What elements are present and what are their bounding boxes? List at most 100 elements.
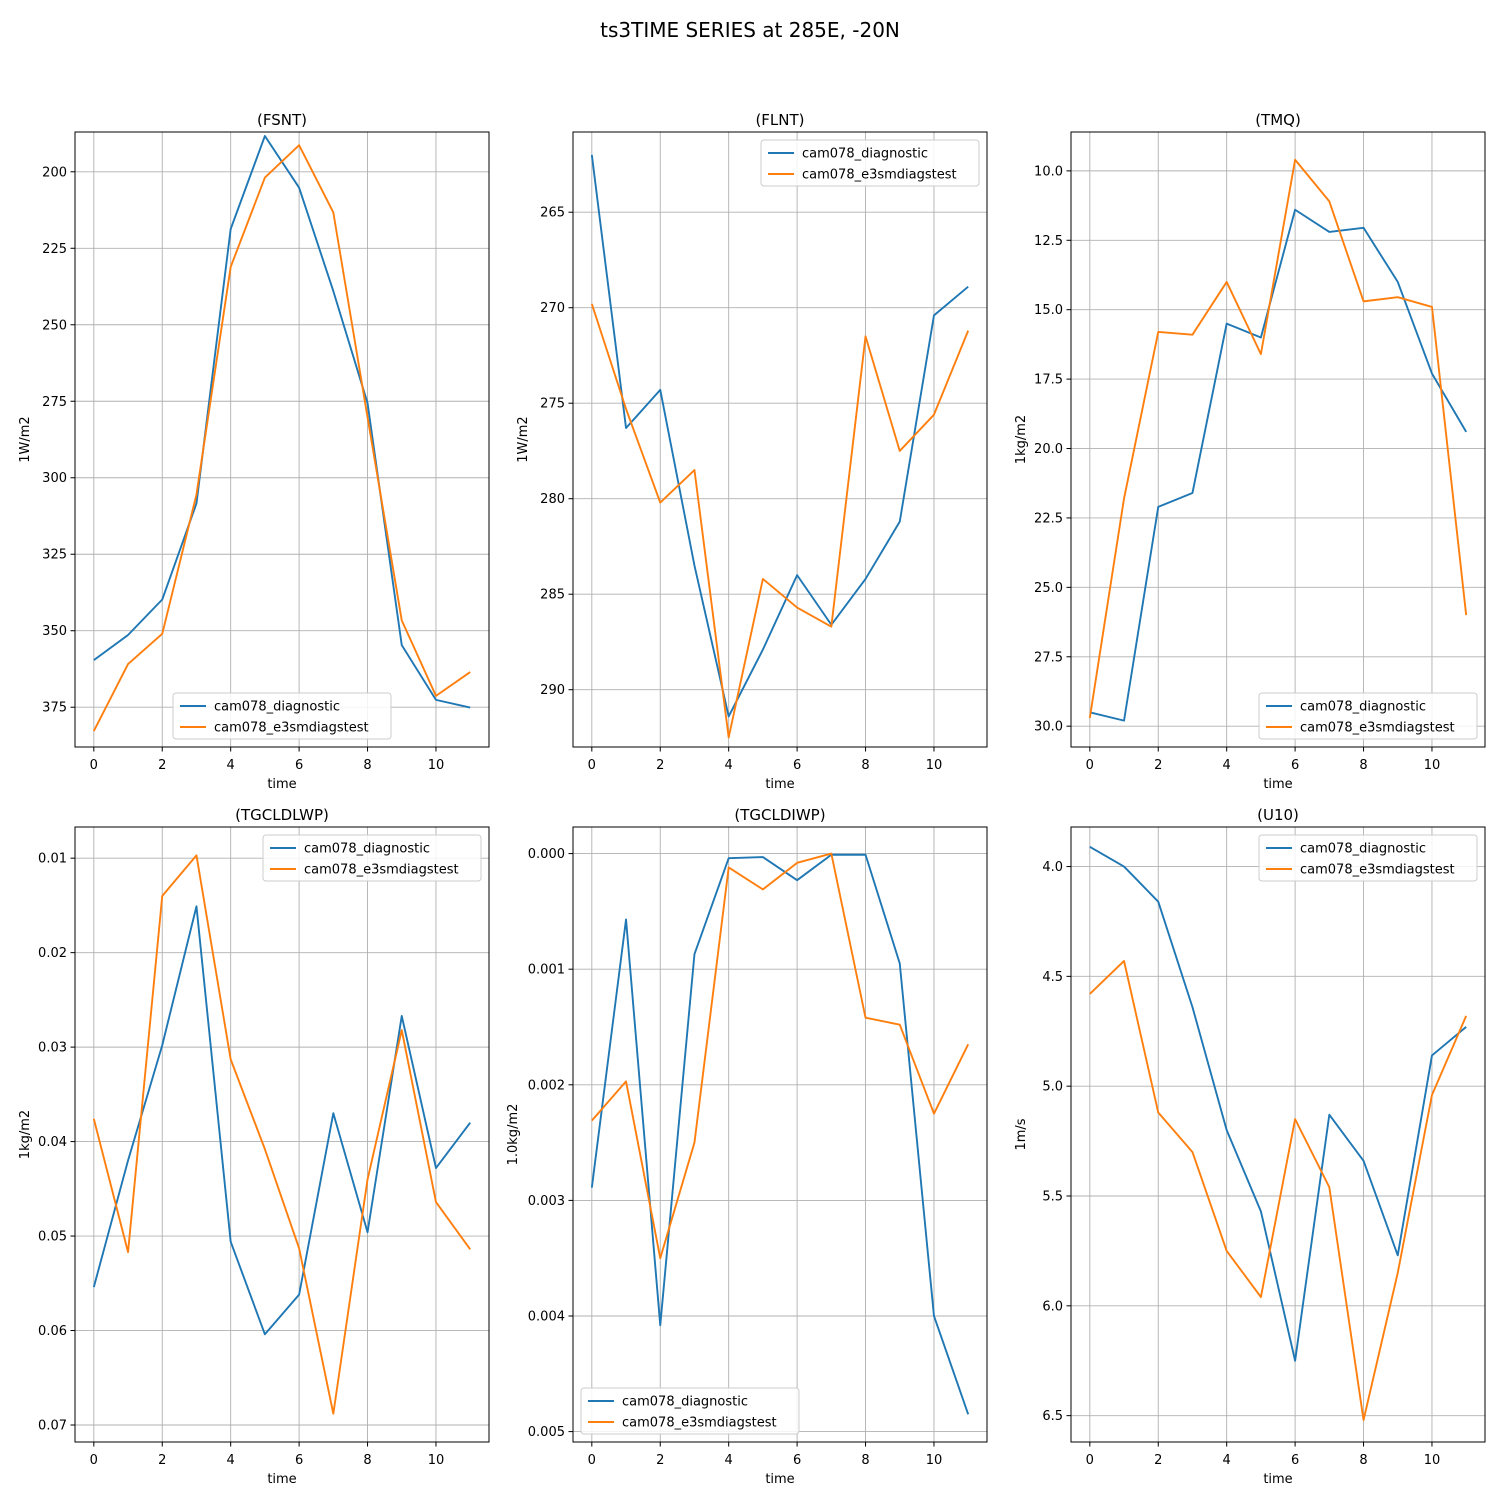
- x-tick-label: 6: [793, 1453, 801, 1468]
- y-tick-label: 200: [42, 165, 67, 180]
- x-tick-label: 8: [363, 758, 371, 773]
- y-tick-label: 270: [540, 301, 565, 316]
- x-axis-label: time: [1263, 777, 1292, 792]
- legend-label: cam078_e3smdiagstest: [1300, 721, 1455, 736]
- axes-frame: [74, 826, 490, 1443]
- axes-frame: [572, 826, 988, 1443]
- x-tick-label: 4: [227, 758, 235, 773]
- series-line-cam078_diagnostic: [92, 905, 471, 1336]
- legend-label: cam078_e3smdiagstest: [802, 168, 957, 183]
- series-line-cam078_e3smdiagstest: [92, 854, 471, 1415]
- y-tick-label: 250: [42, 318, 67, 333]
- y-tick-label: 280: [540, 492, 565, 507]
- series-line-cam078_diagnostic: [1089, 208, 1467, 722]
- x-tick-label: 4: [725, 1453, 733, 1468]
- x-tick-label: 4: [1223, 1453, 1231, 1468]
- y-axis-label: 1kg/m2: [18, 1110, 33, 1159]
- x-tick-label: 0: [90, 1453, 98, 1468]
- y-tick-label: 15.0: [1034, 303, 1063, 318]
- x-tick-label: 10: [428, 1453, 445, 1468]
- subplot-title: (FSNT): [257, 111, 307, 129]
- subplot-5: 0 2 4 6 8 10 0.000 0.001 0.002 0.003 0.004 0.005 (TG…: [506, 806, 988, 1487]
- x-tick-label: 8: [1359, 758, 1367, 773]
- y-tick-label: 0.001: [528, 963, 565, 978]
- legend-box: [1258, 692, 1478, 740]
- x-tick-label: 10: [926, 758, 943, 773]
- legend-label: cam078_e3smdiagstest: [622, 1416, 777, 1431]
- y-tick-label: 25.0: [1034, 581, 1063, 596]
- x-tick-label: 2: [158, 758, 166, 773]
- y-tick-label: 0.005: [528, 1425, 565, 1440]
- y-tick-label: 20.0: [1034, 442, 1063, 457]
- grid: [573, 132, 987, 747]
- axes-frame: [1070, 826, 1486, 1443]
- x-tick-label: 8: [363, 1453, 371, 1468]
- series-line-cam078_diagnostic: [1089, 845, 1467, 1362]
- x-tick-label: 2: [1154, 758, 1162, 773]
- series-line-cam078_diagnostic: [590, 853, 970, 1415]
- legend-label: cam078_diagnostic: [802, 147, 928, 162]
- subplot-6: 0 2 4 6 8 10 4.0 4.5 5.0 5.5 6.0 6.5 (U10) time 1m/s ca…: [1014, 806, 1486, 1487]
- figure-title: ts3TIME SERIES at 285E, -20N: [600, 18, 900, 42]
- x-tick-label: 6: [295, 1453, 303, 1468]
- y-tick-label: 12.5: [1034, 234, 1063, 249]
- x-tick-label: 8: [861, 758, 869, 773]
- y-tick-label: 4.5: [1042, 970, 1063, 985]
- legend-label: cam078_diagnostic: [1300, 842, 1426, 857]
- legend-label: cam078_diagnostic: [622, 1395, 748, 1410]
- y-tick-label: 0.04: [38, 1135, 67, 1150]
- y-tick-label: 300: [42, 471, 67, 486]
- y-axis-label: 1kg/m2: [1014, 415, 1029, 464]
- legend-label: cam078_e3smdiagstest: [1300, 863, 1455, 878]
- x-axis-label: time: [1263, 1472, 1292, 1487]
- subplot-1: 0 2 4 6 8 10 200 225 250 275 300 325 350 375 (FSNT) tim…: [18, 111, 490, 792]
- y-tick-label: 10.0: [1034, 164, 1063, 179]
- legend-label: cam078_e3smdiagstest: [214, 721, 369, 736]
- x-tick-label: 6: [1291, 1453, 1299, 1468]
- legend-box: [580, 1387, 800, 1435]
- y-tick-label: 375: [42, 701, 67, 716]
- grid: [1071, 132, 1485, 747]
- y-tick-label: 0.01: [38, 852, 67, 867]
- y-tick-label: 30.0: [1034, 720, 1063, 735]
- subplot-4: 0 2 4 6 8 10 0.01 0.02 0.03 0.04 0.05 0.06 0.07 (TGCL…: [18, 806, 490, 1487]
- x-tick-label: 0: [588, 1453, 596, 1468]
- series-line-cam078_e3smdiagstest: [1089, 960, 1468, 1421]
- y-axis-label: 1W/m2: [516, 416, 531, 462]
- axes-frame: [1070, 131, 1486, 748]
- legend-box: [172, 692, 392, 740]
- subplot-title: (TGCLDLWP): [235, 806, 329, 824]
- legend: cam078_diagnostic cam078_e3smdiagstest: [262, 834, 482, 882]
- legend: cam078_diagnostic cam078_e3smdiagstest: [1258, 834, 1478, 882]
- x-tick-label: 4: [1223, 758, 1231, 773]
- subplot-2: 0 2 4 6 8 10 265 270 275 280 285 290 (FLNT) time 1W/m2…: [516, 111, 988, 792]
- subplot-title: (TGCLDIWP): [734, 806, 825, 824]
- legend-label: cam078_e3smdiagstest: [304, 863, 459, 878]
- x-tick-label: 6: [793, 758, 801, 773]
- y-tick-label: 22.5: [1034, 511, 1063, 526]
- x-axis-label: time: [765, 777, 794, 792]
- y-tick-label: 225: [42, 242, 67, 257]
- legend-box: [760, 139, 980, 187]
- x-tick-label: 4: [227, 1453, 235, 1468]
- subplot-title: (U10): [1257, 806, 1299, 824]
- x-tick-label: 6: [1291, 758, 1299, 773]
- series-line-cam078_e3smdiagstest: [1088, 158, 1468, 718]
- x-tick-label: 10: [1424, 1453, 1441, 1468]
- x-tick-label: 2: [656, 1453, 664, 1468]
- y-tick-label: 285: [540, 588, 565, 603]
- y-tick-label: 275: [42, 395, 67, 410]
- subplot-title: (TMQ): [1255, 111, 1301, 129]
- y-tick-label: 6.0: [1042, 1299, 1063, 1314]
- y-tick-label: 0.05: [38, 1230, 67, 1245]
- y-tick-label: 0.002: [528, 1078, 565, 1093]
- y-tick-label: 0.003: [528, 1194, 565, 1209]
- y-tick-label: 6.5: [1042, 1409, 1063, 1424]
- legend-label: cam078_diagnostic: [1300, 700, 1426, 715]
- x-tick-label: 0: [1086, 758, 1094, 773]
- y-tick-label: 5.0: [1042, 1080, 1063, 1095]
- legend: cam078_diagnostic cam078_e3smdiagstest: [760, 139, 980, 187]
- y-tick-label: 0.004: [528, 1309, 565, 1324]
- x-tick-label: 0: [90, 758, 98, 773]
